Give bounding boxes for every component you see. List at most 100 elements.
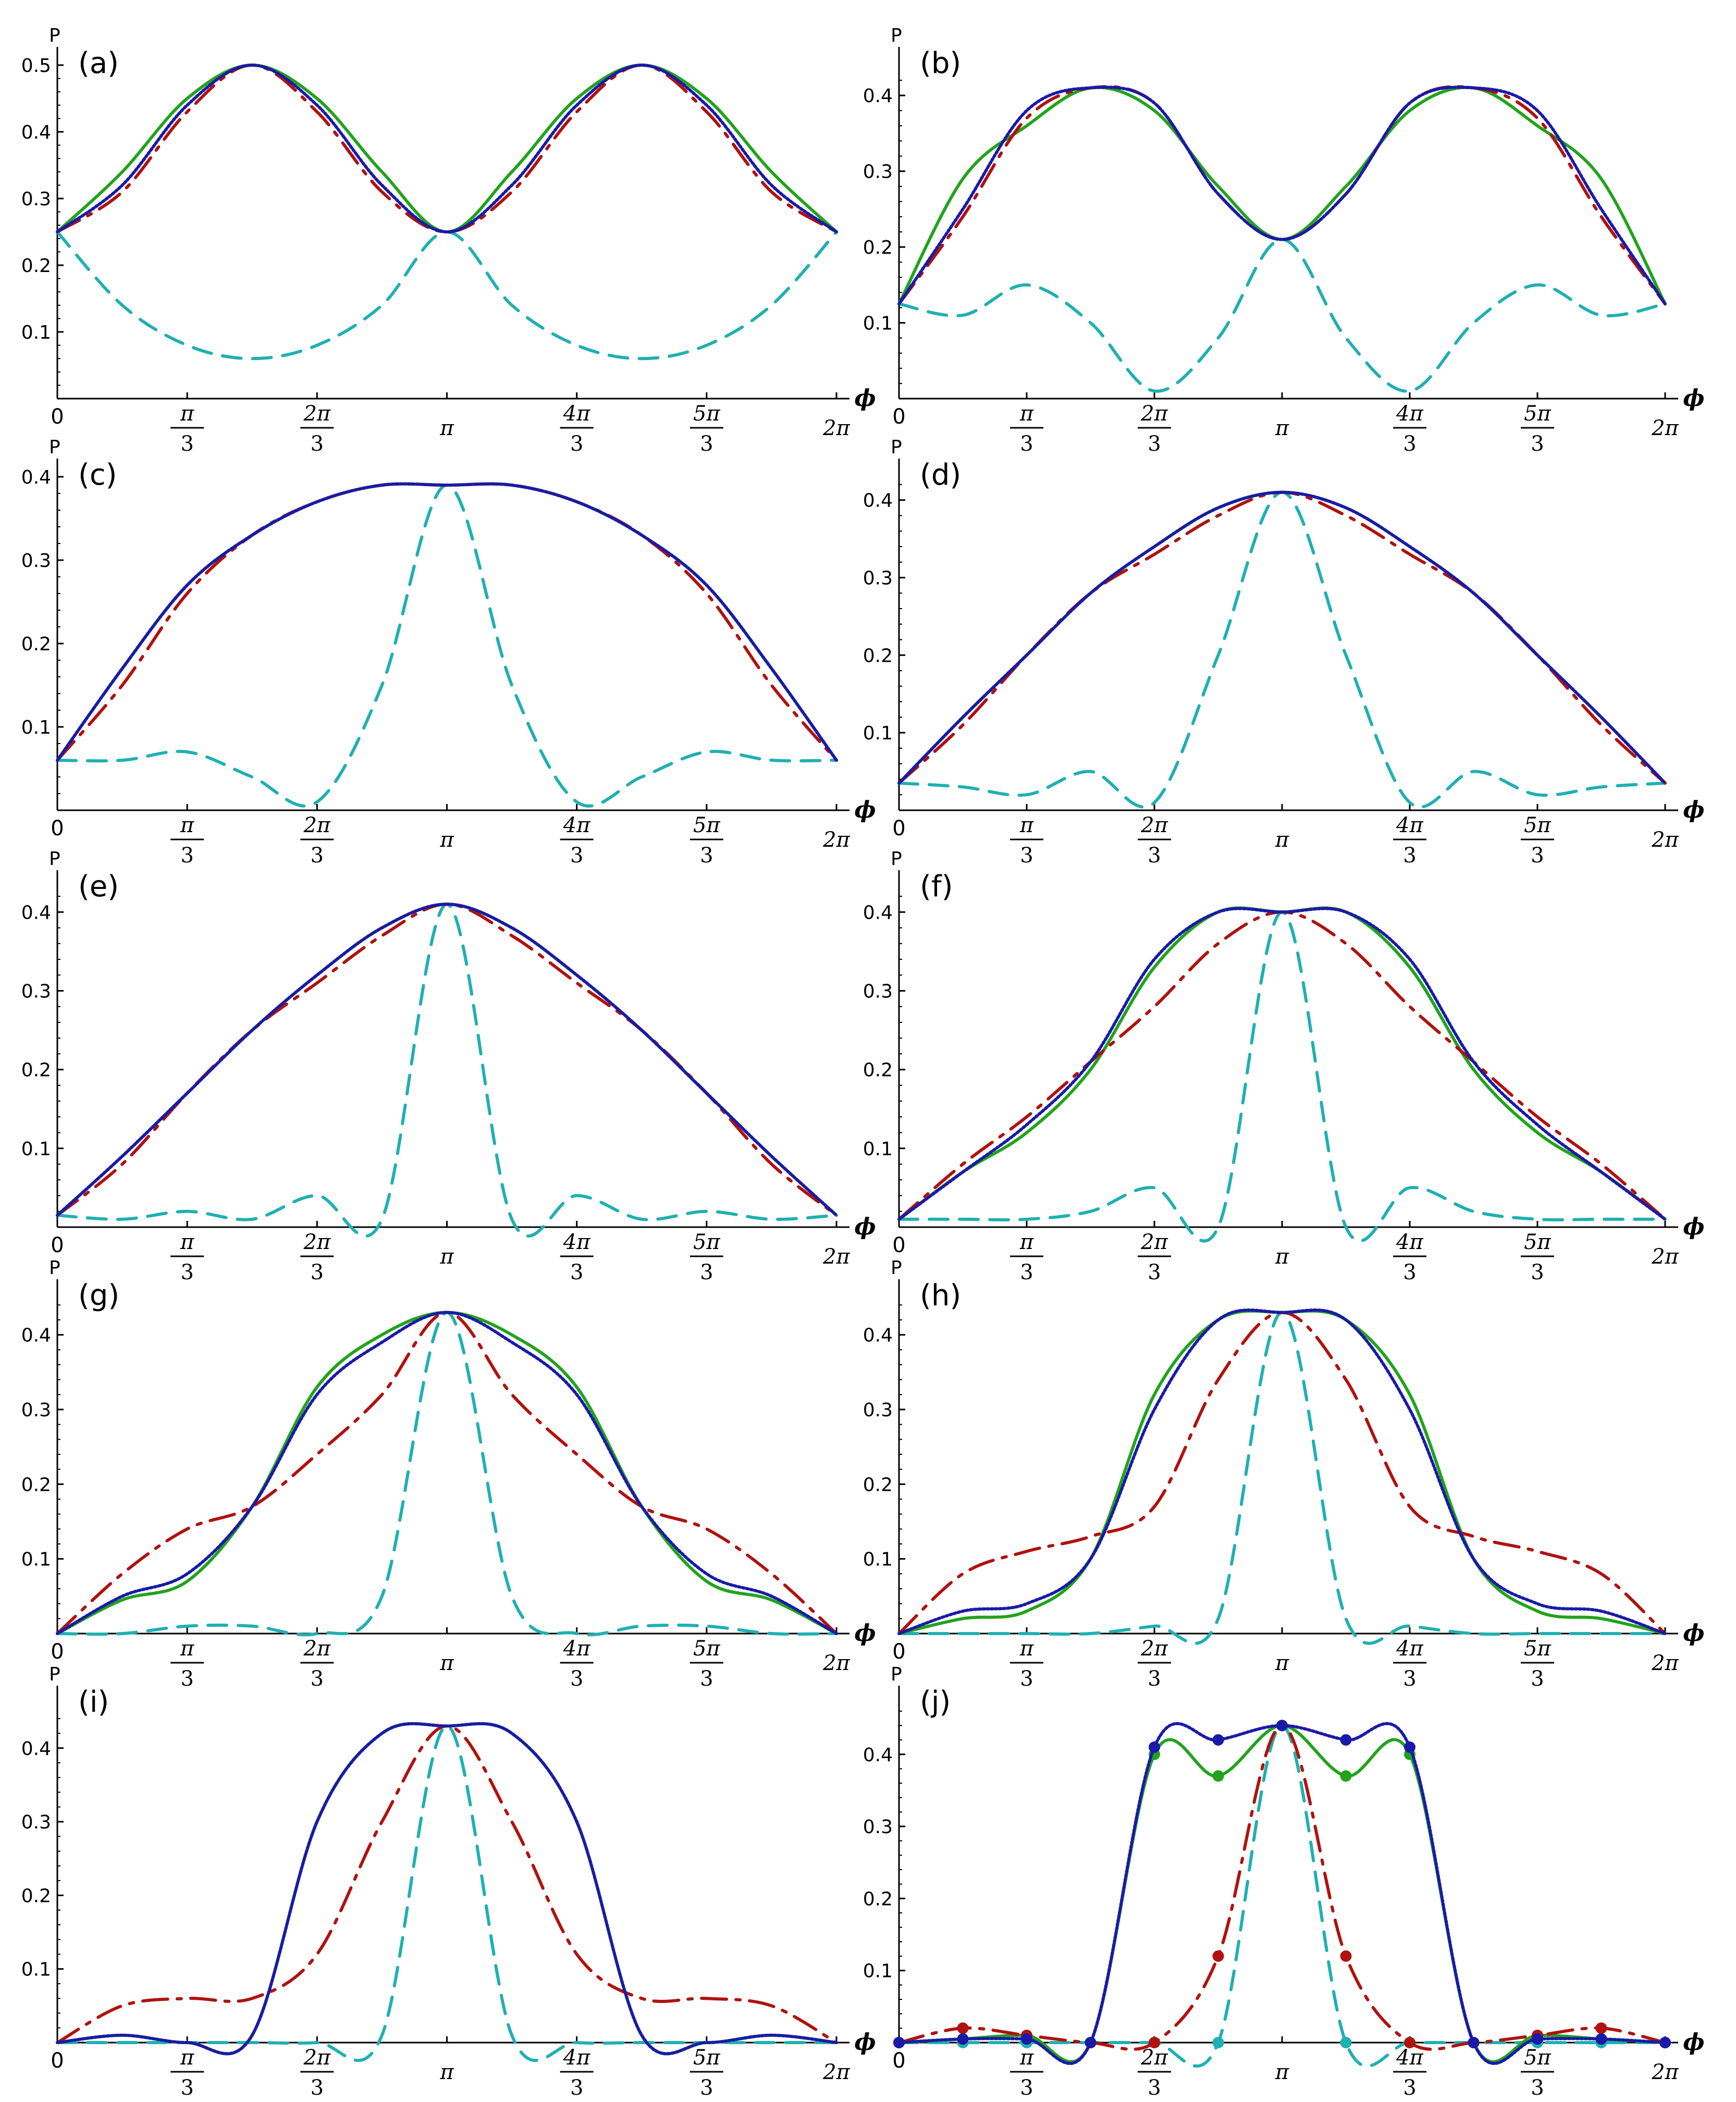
series-line-blue-dotted (56, 1310, 838, 1635)
x-tick-label-numerator: 4π (563, 2046, 590, 2070)
series-line-blue-dotted (56, 1722, 838, 2056)
x-tick-label-denominator: 3 (1148, 2076, 1161, 2100)
x-tick-label-numerator: π (180, 402, 194, 426)
x-tick-label-numerator: π (180, 1230, 194, 1254)
x-tick-label-numerator: 2π (1140, 1637, 1168, 1661)
x-tick-label-denominator: 3 (570, 1260, 583, 1284)
x-tick-label-numerator: 4π (1396, 2046, 1423, 2070)
x-axis-label: ϕ (854, 1214, 876, 1240)
x-tick-label: 0 (892, 2049, 905, 2073)
y-tick-label: 0.1 (21, 322, 51, 343)
x-tick-label-numerator: 2π (303, 813, 330, 837)
y-tick-label: 0.4 (863, 902, 893, 923)
x-tick-label: π (1275, 1651, 1289, 1675)
x-tick-label-denominator: 3 (1531, 432, 1544, 456)
panel-label: (c) (78, 458, 117, 492)
x-tick-label-numerator: 5π (1524, 1230, 1551, 1254)
x-tick-label: 0 (51, 405, 64, 429)
x-tick-label-denominator: 3 (1148, 432, 1161, 456)
y-tick-label: 0.4 (21, 467, 51, 488)
y-tick-label: 0.2 (863, 1060, 893, 1081)
x-tick-label-numerator: 4π (563, 402, 590, 426)
x-tick-label: π (439, 416, 454, 440)
x-tick-label: π (439, 828, 454, 852)
y-tick-label: 0.2 (21, 1885, 51, 1907)
y-tick-label: 0.2 (21, 255, 51, 277)
y-tick-label: 0.3 (21, 1400, 51, 1421)
series-line-cyan-dashed (897, 910, 1667, 1243)
x-tick-label-numerator: 4π (1396, 813, 1423, 837)
x-tick-label-denominator: 3 (311, 1667, 324, 1691)
y-tick-label: 0.2 (21, 1060, 51, 1081)
x-tick-label-denominator: 3 (700, 432, 713, 456)
y-axis-label: P (891, 437, 902, 458)
x-tick-label-numerator: 5π (1524, 402, 1551, 426)
x-tick-label-denominator: 3 (311, 844, 324, 868)
data-point-cyan-dashed (1340, 2037, 1352, 2048)
y-tick-label: 0.2 (863, 237, 893, 258)
y-tick-label: 0.1 (21, 1139, 51, 1160)
series-line-cyan-dashed (897, 490, 1667, 809)
series-line-blue-dotted (897, 85, 1667, 306)
y-tick-label: 0.4 (863, 490, 893, 512)
x-axis-label: ϕ (1683, 1620, 1704, 1647)
y-tick-label: 0.1 (21, 1549, 51, 1571)
y-tick-label: 0.1 (863, 1961, 893, 1982)
y-tick-label: 0.2 (863, 1888, 893, 1910)
series-line-red-dash-dot (897, 490, 1667, 785)
x-tick-label: 0 (51, 817, 64, 840)
series-line-cyan-dashed (56, 484, 838, 808)
panel-label: (d) (920, 458, 961, 492)
x-tick-label: 2π (1651, 1245, 1679, 1269)
x-tick-label-denominator: 3 (1020, 1667, 1033, 1691)
x-tick-label-numerator: 5π (693, 813, 720, 837)
x-tick-label: π (1275, 416, 1289, 440)
x-axis-label: ϕ (854, 2029, 876, 2056)
x-axis-label: ϕ (1683, 797, 1704, 823)
x-tick-label: 0 (892, 405, 905, 429)
y-tick-label: 0.1 (21, 717, 51, 738)
series-line-red-dash-dot (897, 910, 1667, 1221)
panel-a: Pϕ (a) 0.1 0.2 0.3 0.4 0.5 0 π 3 2π 3 π 4π 3 5π 3 2π (21, 25, 876, 456)
x-tick-label-numerator: π (1019, 1637, 1034, 1661)
y-tick-label: 0.2 (863, 1474, 893, 1495)
x-tick-label-numerator: π (1019, 2046, 1034, 2070)
x-tick-label-numerator: 2π (1140, 1230, 1168, 1254)
x-tick-label-numerator: 5π (693, 1637, 720, 1661)
x-tick-label-numerator: π (180, 2046, 194, 2070)
series-line-cyan-dashed (56, 1724, 838, 2062)
x-tick-label-numerator: 2π (1140, 813, 1168, 837)
series-line-blue-dotted (897, 1308, 1667, 1635)
series-line-red-dash-dot (897, 1724, 1667, 2051)
data-point-blue-dotted (1212, 1734, 1224, 1746)
x-tick-label: 0 (51, 1233, 64, 1257)
series-line-red-dash-dot (56, 64, 838, 233)
data-point-blue-dotted (1021, 2033, 1032, 2045)
y-tick-label: 0.3 (863, 1400, 893, 1421)
y-tick-label: 0.1 (863, 313, 893, 335)
x-tick-label-numerator: 5π (693, 1230, 720, 1254)
x-tick-label-denominator: 3 (180, 2076, 193, 2100)
x-tick-label-denominator: 3 (570, 1667, 583, 1691)
y-tick-label: 0.1 (863, 1549, 893, 1571)
x-tick-label-denominator: 3 (570, 844, 583, 868)
data-point-blue-dotted (1149, 1741, 1160, 1753)
panel-d: Pϕ (d) 0.1 0.2 0.3 0.4 0 π 3 2π 3 π 4π 3 5π 3 2π (863, 437, 1705, 868)
series-line-blue-dotted (897, 907, 1667, 1221)
x-tick-label-denominator: 3 (180, 432, 193, 456)
x-tick-label-denominator: 3 (1020, 2076, 1033, 2100)
x-tick-label-denominator: 3 (1148, 1260, 1161, 1284)
y-tick-label: 0.4 (21, 1738, 51, 1760)
y-axis-label: P (49, 1664, 60, 1685)
x-tick-label: 0 (892, 817, 905, 840)
x-tick-label: 0 (892, 1640, 905, 1664)
data-point-blue-dotted (1595, 2033, 1607, 2045)
y-tick-label: 0.1 (863, 723, 893, 744)
series-line-red-dash-dot (56, 1310, 838, 1635)
x-tick-label-numerator: π (180, 813, 194, 837)
x-tick-label-numerator: 2π (303, 2046, 330, 2070)
series-line-green-solid (897, 1309, 1667, 1635)
x-tick-label-denominator: 3 (311, 1260, 324, 1284)
series-line-green-solid (897, 906, 1667, 1221)
series-line-cyan-dashed (897, 1310, 1667, 1645)
